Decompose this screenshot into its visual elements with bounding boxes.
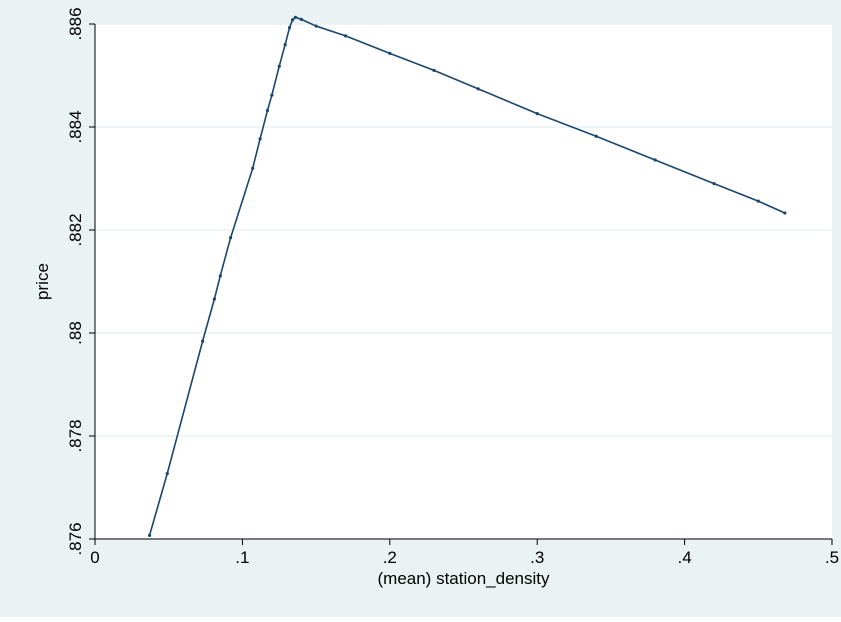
x-tick-label-3: .3 bbox=[530, 548, 544, 567]
data-point-0-23 bbox=[653, 158, 657, 162]
data-point-0-25 bbox=[756, 199, 760, 203]
data-point-0-16 bbox=[314, 24, 318, 28]
data-point-0-9 bbox=[270, 93, 274, 97]
y-axis-title: price bbox=[33, 263, 52, 300]
data-point-0-26 bbox=[783, 211, 787, 215]
data-point-0-22 bbox=[594, 134, 598, 138]
y-tick-label-0: .876 bbox=[66, 522, 85, 555]
x-axis-title: (mean) station_density bbox=[378, 569, 550, 588]
data-point-0-18 bbox=[388, 51, 392, 55]
data-point-0-1 bbox=[165, 471, 169, 476]
y-tick-label-1: .878 bbox=[66, 419, 85, 452]
data-point-0-13 bbox=[290, 18, 295, 22]
data-point-0-21 bbox=[535, 112, 539, 116]
data-point-0-19 bbox=[432, 68, 436, 72]
data-point-0-0 bbox=[147, 533, 152, 537]
data-point-0-12 bbox=[287, 26, 292, 30]
data-point-0-10 bbox=[277, 64, 281, 68]
data-point-0-3 bbox=[212, 297, 216, 301]
x-tick-label-5: .5 bbox=[825, 548, 839, 567]
x-tick-label-1: .1 bbox=[235, 548, 249, 567]
data-point-0-8 bbox=[265, 108, 270, 113]
tick-labels: 0 .1 .2 .3 .4 .5 .876 .878 .88 .882 .884 .886 bbox=[66, 7, 839, 567]
x-tick-label-2: .2 bbox=[383, 548, 397, 567]
axes bbox=[89, 23, 833, 545]
data-point-0-20 bbox=[476, 87, 480, 91]
data-point-0-15 bbox=[299, 17, 303, 21]
data-point-0-2 bbox=[201, 339, 205, 343]
data-point-0-5 bbox=[229, 236, 233, 240]
x-tick-label-4: .4 bbox=[678, 548, 692, 567]
y-tick-label-2: .88 bbox=[66, 321, 85, 345]
data-point-0-6 bbox=[251, 166, 255, 170]
plot-area bbox=[95, 24, 832, 539]
y-tick-label-4: .884 bbox=[66, 110, 85, 143]
data-point-0-14 bbox=[293, 15, 298, 19]
data-point-0-4 bbox=[218, 274, 222, 278]
y-tick-label-5: .886 bbox=[66, 7, 85, 40]
data-point-0-11 bbox=[283, 43, 287, 47]
data-point-0-17 bbox=[343, 34, 348, 38]
series-layer bbox=[147, 15, 787, 537]
x-tick-label-0: 0 bbox=[90, 548, 99, 567]
data-point-0-7 bbox=[258, 137, 262, 141]
y-tick-label-3: .882 bbox=[66, 213, 85, 246]
data-point-0-24 bbox=[712, 182, 716, 186]
